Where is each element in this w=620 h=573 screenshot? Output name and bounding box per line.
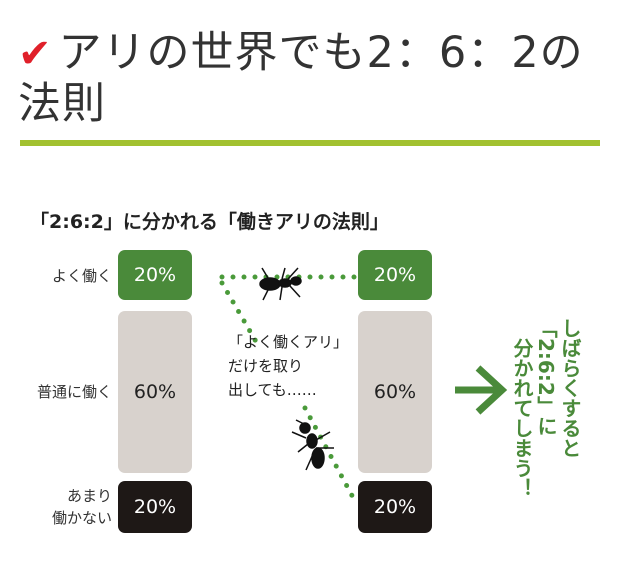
conclusion-col1: しばらくすると [558, 318, 582, 458]
dotted-line-diagonal-upper [219, 280, 261, 348]
left-normal-working-box: 60% [118, 311, 192, 473]
left-lazy-box: 20% [118, 481, 192, 533]
page-title: アリの世界でも2：6：2の法則 [18, 28, 584, 129]
right-normal-working-box: 60% [358, 311, 432, 473]
middle-caption-line2: だけを取り [228, 357, 304, 375]
middle-caption: 「よく働くアリ」 だけを取り 出しても…… [228, 330, 348, 402]
ant-icon-lower [291, 419, 334, 471]
label-normal-working: 普通に働く [36, 383, 112, 401]
left-hard-working-box: 20% [118, 250, 192, 300]
dotted-line-diagonal-lower [302, 405, 359, 506]
right-lazy-box: 20% [358, 481, 432, 533]
page-heading: ✔ アリの世界でも2：6：2の法則 [18, 28, 608, 129]
label-lazy: あまり働かない [30, 485, 112, 529]
heading-divider [20, 140, 600, 146]
middle-caption-line1: 「よく働くアリ」 [228, 333, 349, 351]
label-lazy-line1: あまり [66, 487, 112, 505]
label-lazy-line2: 働かない [51, 509, 112, 527]
diagram-title: 「2:6:2」に分かれる「働きアリの法則」 [30, 211, 389, 233]
label-hard-working: よく働く [51, 267, 112, 285]
middle-caption-line3: 出しても…… [228, 381, 317, 399]
checkmark-icon: ✔ [18, 31, 53, 77]
conclusion-col2: 「2:6:2」に [534, 318, 558, 436]
conclusion-col3: 分かれてしまう！ [510, 338, 534, 498]
ant-icon-top [259, 267, 302, 301]
right-hard-working-box: 20% [358, 250, 432, 300]
arrow-right-icon [455, 365, 508, 415]
